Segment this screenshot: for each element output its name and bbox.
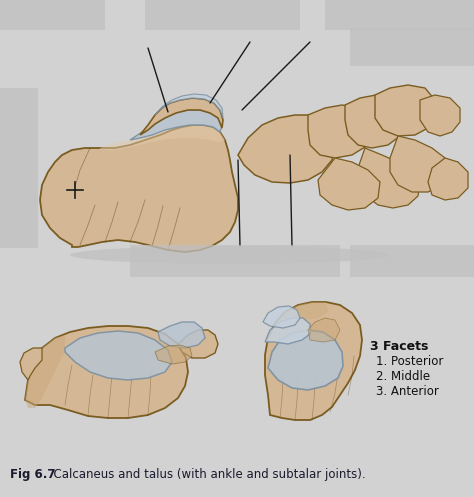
Text: 3. Anterior: 3. Anterior [376,385,439,398]
FancyBboxPatch shape [350,245,474,277]
Polygon shape [318,158,380,210]
Text: 2. Middle: 2. Middle [376,370,430,383]
FancyBboxPatch shape [325,0,474,30]
Polygon shape [420,95,460,136]
Polygon shape [130,110,222,140]
Polygon shape [263,306,300,328]
FancyBboxPatch shape [145,0,300,30]
Polygon shape [178,330,218,358]
Polygon shape [308,105,370,158]
Polygon shape [25,335,65,408]
Polygon shape [375,85,435,136]
Polygon shape [100,125,225,150]
Text: 1. Posterior: 1. Posterior [376,355,443,368]
FancyBboxPatch shape [0,0,105,30]
Text: Calcaneus and talus (with ankle and subtalar joints).: Calcaneus and talus (with ankle and subt… [46,468,365,481]
Polygon shape [358,148,420,208]
Polygon shape [25,326,188,418]
Polygon shape [158,322,205,348]
Polygon shape [40,125,238,252]
Polygon shape [155,94,223,118]
Polygon shape [268,330,343,390]
FancyBboxPatch shape [130,245,340,277]
Polygon shape [155,345,192,364]
FancyBboxPatch shape [350,28,474,66]
Ellipse shape [70,246,390,264]
Polygon shape [265,318,310,344]
Polygon shape [265,302,362,420]
Polygon shape [20,348,42,380]
Text: Fig 6.7: Fig 6.7 [10,468,55,481]
FancyBboxPatch shape [0,88,38,248]
Polygon shape [390,136,448,192]
Polygon shape [140,98,223,135]
Text: 3 Facets: 3 Facets [370,340,428,353]
Polygon shape [65,331,172,380]
Polygon shape [428,158,468,200]
Polygon shape [308,318,340,342]
Polygon shape [238,115,335,183]
Polygon shape [345,95,405,148]
Polygon shape [275,302,328,326]
